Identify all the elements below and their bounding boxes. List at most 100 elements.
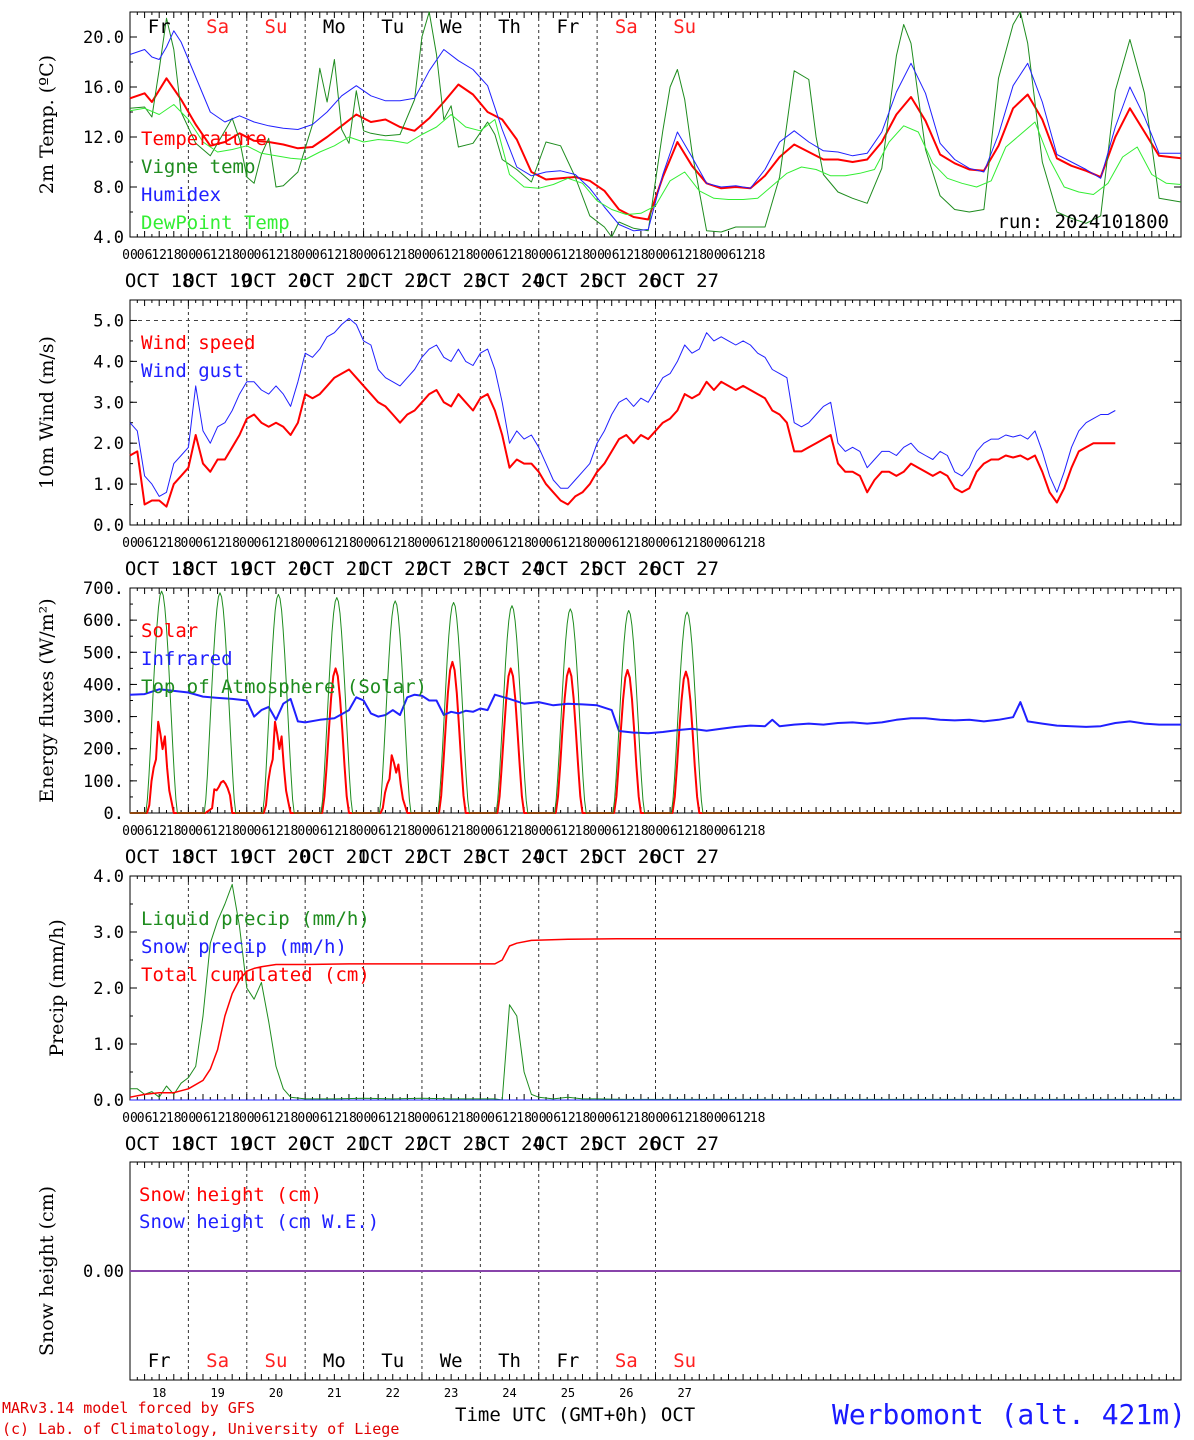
day-label: OCT 23	[417, 1133, 486, 1155]
hour-label: 18	[750, 248, 766, 263]
hour-label: 00	[706, 824, 722, 839]
y-tick-label: 1.0	[93, 475, 124, 495]
day-label: OCT 21	[300, 1133, 369, 1155]
hour-label: 12	[210, 536, 226, 551]
hour-label: 00	[589, 1111, 605, 1126]
hour-label: 00	[531, 248, 547, 263]
hour-label: 12	[443, 248, 459, 263]
hour-label: 18	[458, 1111, 474, 1126]
hour-label: 18	[224, 248, 240, 263]
hour-label: 06	[662, 536, 678, 551]
hour-label: 06	[604, 1111, 620, 1126]
hour-label: 06	[254, 1111, 270, 1126]
hour-label: 18	[750, 536, 766, 551]
hour-label: 00	[531, 536, 547, 551]
hour-label: 00	[239, 824, 255, 839]
hour-label: 00	[706, 248, 722, 263]
hour-label: 18	[224, 824, 240, 839]
hour-label: 00	[648, 248, 664, 263]
hour-label: 00	[589, 536, 605, 551]
hour-label: 00	[122, 536, 138, 551]
weekday-label: Sa	[615, 1350, 638, 1372]
day-label: OCT 27	[650, 846, 719, 868]
hour-label: 06	[721, 536, 737, 551]
day-number: 23	[444, 1386, 458, 1400]
hour-label: 12	[268, 248, 284, 263]
y-axis-label: 2m Temp. (ºC)	[36, 55, 58, 194]
hour-label: 18	[633, 536, 649, 551]
day-label: OCT 18	[125, 846, 194, 868]
hour-label: 00	[181, 824, 197, 839]
hour-label: 12	[210, 248, 226, 263]
y-tick-label: 0.0	[93, 516, 124, 536]
hour-label: 00	[297, 248, 313, 263]
hour-label: 12	[618, 1111, 634, 1126]
weekday-label: Sa	[206, 1350, 229, 1372]
day-label: OCT 27	[650, 1133, 719, 1155]
weekday-label: Tu	[381, 16, 404, 38]
hour-label: 12	[151, 536, 167, 551]
legend-entry: Wind speed	[141, 332, 255, 354]
hour-label: 12	[618, 536, 634, 551]
hour-label: 12	[443, 1111, 459, 1126]
hour-label: 12	[385, 824, 401, 839]
hour-label: 06	[487, 536, 503, 551]
panel-5	[129, 1161, 1182, 1381]
day-label: OCT 25	[534, 270, 603, 292]
hour-label: 06	[429, 248, 445, 263]
y-tick-label: 3.0	[93, 923, 124, 943]
hour-label: 06	[487, 1111, 503, 1126]
weekday-label: Th	[498, 16, 521, 38]
hour-label: 06	[137, 248, 153, 263]
day-label: OCT 27	[650, 558, 719, 580]
weekday-label: Su	[673, 1350, 696, 1372]
legend-entry: Snow height (cm)	[139, 1184, 322, 1206]
weekday-label: Tu	[381, 1350, 404, 1372]
hour-label: 06	[545, 248, 561, 263]
hour-label: 12	[735, 536, 751, 551]
hour-label: 06	[137, 536, 153, 551]
y-tick-label: 200.	[83, 740, 124, 760]
weekday-label: Fr	[556, 1350, 579, 1372]
hour-label: 06	[662, 248, 678, 263]
day-label: OCT 21	[300, 846, 369, 868]
y-tick-label: 700.	[83, 579, 124, 599]
hour-label: 18	[516, 824, 532, 839]
hour-label: 18	[691, 536, 707, 551]
day-number: 18	[152, 1386, 166, 1400]
y-tick-label: 4.0	[93, 228, 124, 248]
series-line	[129, 937, 1181, 1098]
hour-label: 00	[297, 824, 313, 839]
series-line	[130, 590, 1181, 814]
day-label: OCT 25	[534, 846, 603, 868]
hour-label: 18	[516, 248, 532, 263]
x-axis-month: OCT	[660, 1404, 696, 1426]
hour-label: 06	[195, 536, 211, 551]
hour-label: 00	[706, 1111, 722, 1126]
day-label: OCT 24	[475, 1133, 544, 1155]
weekday-label: Fr	[556, 16, 579, 38]
day-label: OCT 24	[475, 558, 544, 580]
weekday-label: Sa	[615, 16, 638, 38]
weekday-label: We	[440, 1350, 463, 1372]
legend-entry: Infrared	[141, 648, 233, 670]
hour-label: 06	[195, 824, 211, 839]
day-label: OCT 25	[534, 558, 603, 580]
hour-label: 06	[370, 824, 386, 839]
hour-label: 06	[487, 248, 503, 263]
y-tick-label: 0.	[104, 804, 124, 824]
hour-label: 12	[677, 1111, 693, 1126]
run-label: run: 2024101800	[997, 211, 1169, 233]
hour-label: 12	[735, 1111, 751, 1126]
hour-label: 06	[137, 824, 153, 839]
hour-label: 18	[750, 1111, 766, 1126]
weekday-label: Su	[265, 1350, 288, 1372]
hour-label: 00	[297, 536, 313, 551]
hour-label: 06	[721, 1111, 737, 1126]
hour-label: 00	[239, 536, 255, 551]
y-tick-label: 20.0	[83, 28, 124, 48]
series-line	[130, 883, 1181, 1101]
hour-label: 12	[443, 536, 459, 551]
hour-label: 12	[327, 248, 343, 263]
day-label: OCT 20	[242, 558, 311, 580]
